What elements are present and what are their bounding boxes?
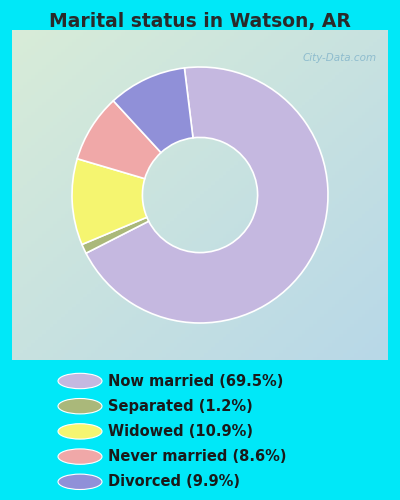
Text: Divorced (9.9%): Divorced (9.9%): [108, 474, 240, 490]
Text: Never married (8.6%): Never married (8.6%): [108, 449, 286, 464]
Text: Now married (69.5%): Now married (69.5%): [108, 374, 283, 388]
Circle shape: [58, 398, 102, 414]
Text: Widowed (10.9%): Widowed (10.9%): [108, 424, 253, 439]
Wedge shape: [86, 67, 328, 323]
Text: Separated (1.2%): Separated (1.2%): [108, 398, 253, 413]
Text: Marital status in Watson, AR: Marital status in Watson, AR: [49, 12, 351, 32]
Text: City-Data.com: City-Data.com: [302, 53, 377, 63]
Circle shape: [58, 449, 102, 464]
Wedge shape: [113, 68, 193, 152]
Circle shape: [58, 374, 102, 388]
Wedge shape: [82, 218, 149, 253]
Circle shape: [58, 424, 102, 439]
Wedge shape: [72, 158, 147, 244]
Wedge shape: [77, 101, 161, 178]
Circle shape: [58, 474, 102, 490]
